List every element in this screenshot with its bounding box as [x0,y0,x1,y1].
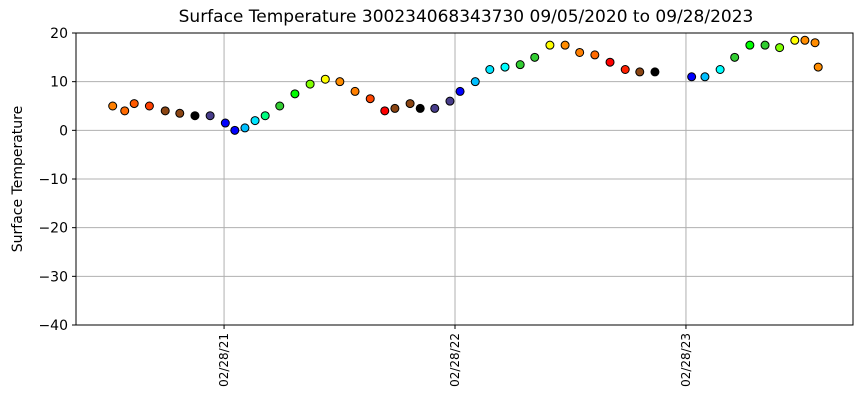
chart-title: Surface Temperature 300234068343730 09/0… [179,7,754,27]
y-tick-label: 20 [50,26,68,42]
point [160,106,170,116]
point [240,123,250,133]
point [530,52,540,62]
point [760,40,770,50]
point [650,67,660,77]
point [260,111,270,121]
point [500,62,510,72]
x-tick-label: 02/28/22 [448,333,462,387]
point [445,96,455,106]
point [545,40,555,50]
point [620,65,630,74]
point [365,94,375,104]
y-tick-label: −30 [38,269,68,285]
point [405,99,415,109]
point [575,47,585,57]
point [290,89,300,99]
point [635,67,645,77]
point [350,86,360,96]
point [320,74,330,84]
point [590,50,600,60]
x-tick-label: 02/28/23 [679,333,693,387]
point [390,103,400,113]
point [190,111,200,121]
point [175,108,185,118]
y-tick-label: 10 [50,75,68,91]
point [775,43,785,53]
point [230,125,240,135]
point [220,118,230,128]
point [430,103,440,113]
plot-frame [75,32,854,326]
point [687,72,697,82]
point [715,65,725,74]
point [485,65,495,74]
point [144,101,154,111]
point [305,79,315,89]
point [515,60,525,70]
point [415,103,425,113]
point [335,77,345,87]
point [790,35,800,45]
point [275,101,285,111]
y-tick-label: −10 [38,172,68,188]
point [380,106,390,116]
point [250,116,260,126]
x-tick-label: 02/28/21 [217,333,231,387]
point [730,52,740,62]
point [745,40,755,50]
point [810,38,820,48]
point [108,101,118,111]
point [700,72,710,82]
y-tick-label: −40 [38,318,68,334]
y-tick-label: −20 [38,221,68,237]
y-axis-label: Surface Temperature [10,106,26,252]
point [129,99,139,109]
point [800,35,810,45]
point [120,106,130,116]
point [455,86,465,96]
point [470,77,480,87]
point [813,62,823,72]
point [205,111,215,121]
point [560,40,570,50]
y-tick-label: 0 [59,123,68,139]
point [605,57,615,67]
